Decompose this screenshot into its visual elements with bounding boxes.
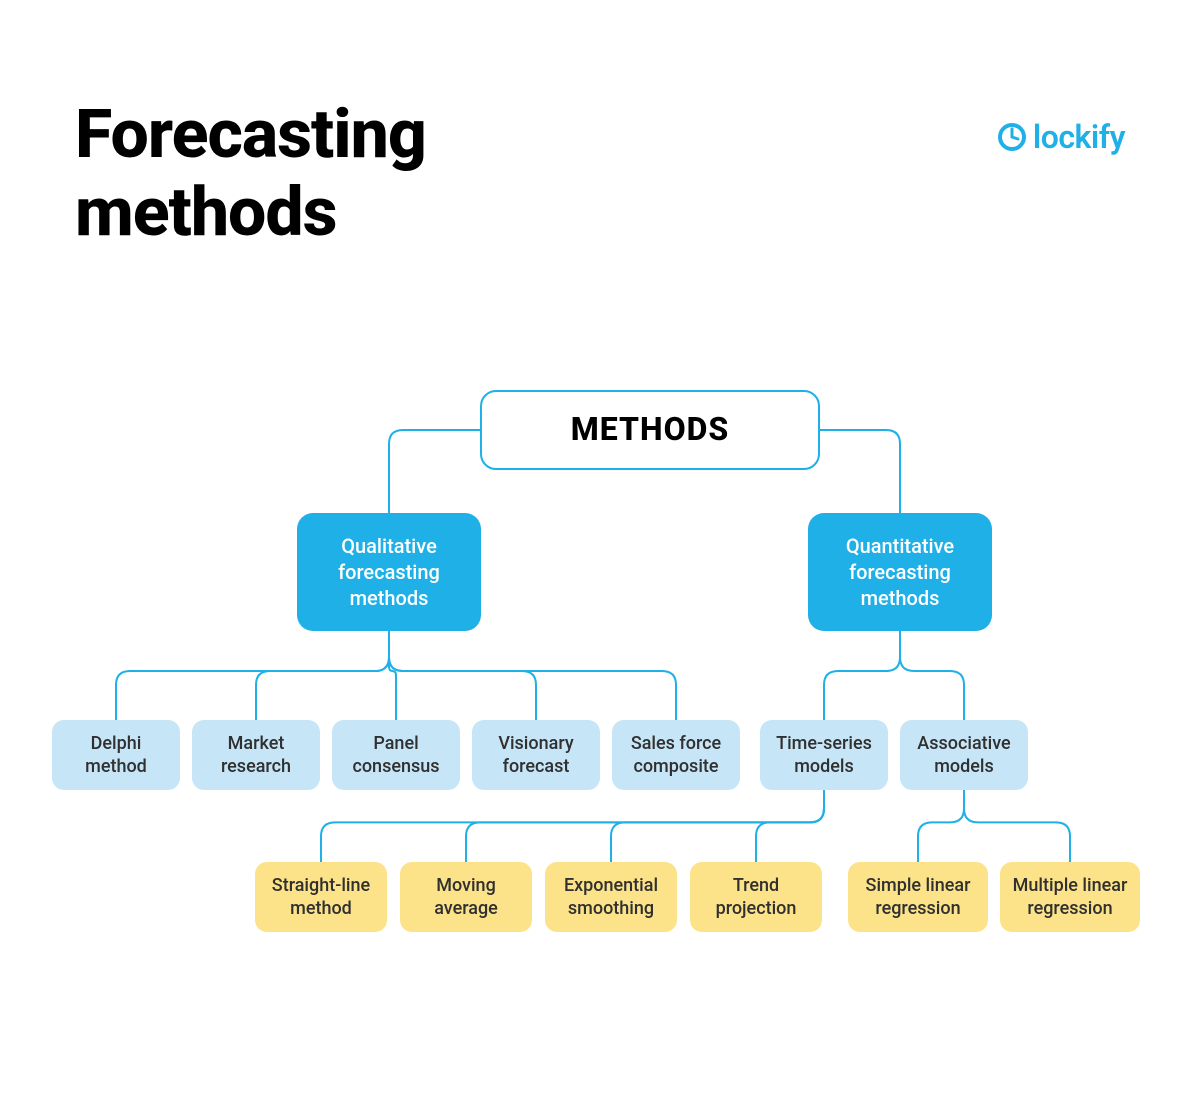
- tree-edge: [964, 790, 1070, 862]
- tree-edge: [611, 790, 824, 862]
- tree-edge: [389, 631, 676, 720]
- tree-edge: [389, 631, 396, 720]
- tree-edge: [466, 790, 824, 862]
- tree-edge: [900, 631, 964, 720]
- tree-node-trend: Trend projection: [690, 862, 822, 932]
- tree-edge: [824, 631, 900, 720]
- tree-node-market: Market research: [192, 720, 320, 790]
- clock-icon: [997, 122, 1027, 152]
- tree-node-sales: Sales force composite: [612, 720, 740, 790]
- tree-node-root: METHODS: [480, 390, 820, 470]
- tree-edge: [918, 790, 964, 862]
- tree-edge: [820, 430, 900, 513]
- tree-edge: [389, 631, 536, 720]
- tree-node-mavg: Moving average: [400, 862, 532, 932]
- tree-edge: [756, 790, 824, 862]
- tree-edge: [116, 631, 389, 720]
- tree-node-panel: Panel consensus: [332, 720, 460, 790]
- tree-node-tser: Time-series models: [760, 720, 888, 790]
- tree-node-exps: Exponential smoothing: [545, 862, 677, 932]
- tree-edge: [389, 430, 480, 513]
- brand-name: lockify: [1033, 118, 1125, 156]
- tree-node-delphi: Delphi method: [52, 720, 180, 790]
- tree-node-qual: Qualitative forecasting methods: [297, 513, 481, 631]
- tree-node-quan: Quantitative forecasting methods: [808, 513, 992, 631]
- tree-node-assoc: Associative models: [900, 720, 1028, 790]
- tree-node-slm: Straight-line method: [255, 862, 387, 932]
- brand-logo: lockify: [997, 118, 1125, 156]
- tree-node-slr: Simple linear regression: [848, 862, 988, 932]
- tree-node-vision: Visionary forecast: [472, 720, 600, 790]
- page-title: Forecastingmethods: [75, 95, 426, 251]
- tree-edge: [256, 631, 389, 720]
- tree-node-mlr: Multiple linear regression: [1000, 862, 1140, 932]
- tree-edge: [321, 790, 824, 862]
